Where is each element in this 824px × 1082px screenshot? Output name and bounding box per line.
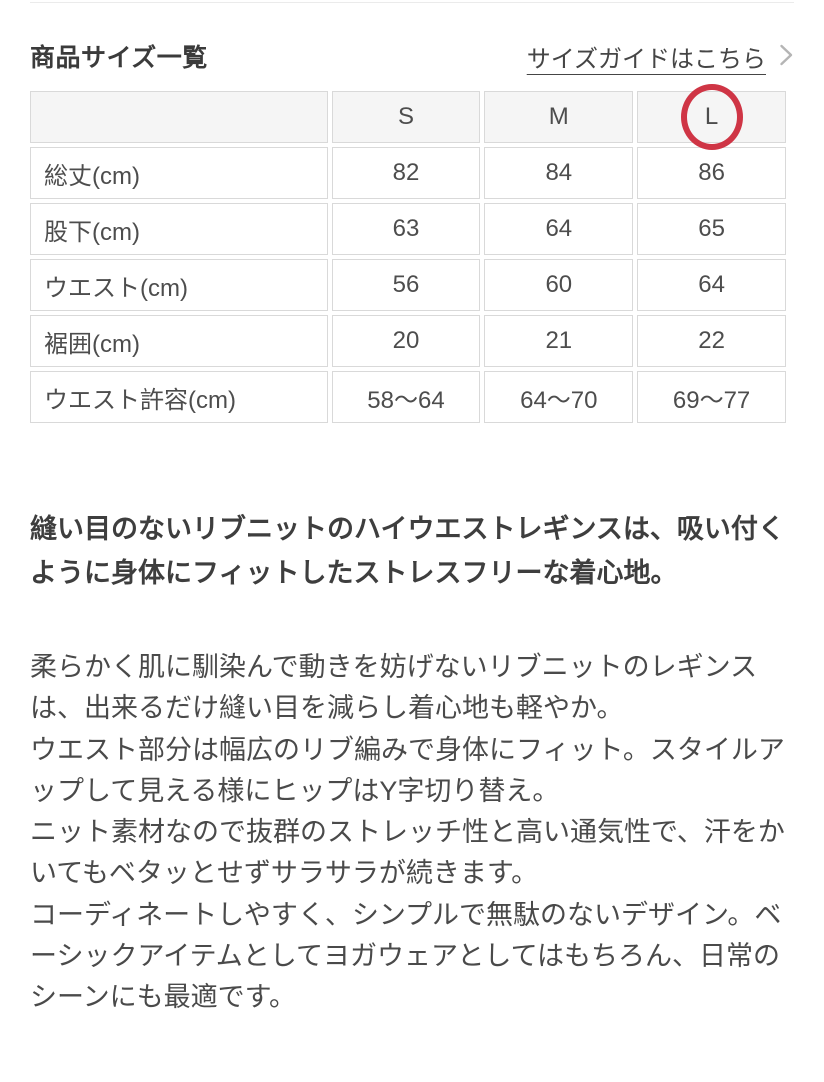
size-value-cell: 84 xyxy=(484,147,634,199)
size-guide-link-label: サイズガイドはこちら xyxy=(526,45,766,73)
description-paragraph: 柔らかく肌に馴染んで動きを妨げないリブニットのレギンスは、出来るだけ縫い目を減ら… xyxy=(30,652,758,724)
description-paragraph: コーディネートしやすく、シンプルで無駄のないデザイン。ベーシックアイテムとしてヨ… xyxy=(30,899,782,1013)
description-headline: 縫い目のないリブニットのハイウエストレギンスは、吸い付くように身体にフィットした… xyxy=(30,514,785,588)
column-header-label: L xyxy=(704,103,719,130)
table-row: ウエスト許容(cm) 58〜64 64〜70 69〜77 xyxy=(30,371,786,423)
size-value-cell: 64〜70 xyxy=(484,371,634,423)
size-value-cell: 64 xyxy=(637,259,786,311)
description-paragraph: ウエスト部分は幅広のリブ編みで身体にフィット。スタイルアップして見える様にヒップ… xyxy=(30,734,785,806)
size-value-cell: 64 xyxy=(484,203,634,255)
size-value-cell: 20 xyxy=(331,315,481,367)
size-value-cell: 58〜64 xyxy=(331,371,481,423)
column-header-m: M xyxy=(484,91,634,143)
column-header-label: S xyxy=(397,103,414,130)
size-value-cell: 21 xyxy=(484,315,634,367)
section-header: 商品サイズ一覧 サイズガイドはこちら xyxy=(30,39,794,73)
size-value-cell: 69〜77 xyxy=(637,371,786,423)
table-row: 裾囲(cm) 20 21 22 xyxy=(30,315,786,367)
description-paragraphs: 柔らかく肌に馴染んで動きを妨げないリブニットのレギンスは、出来るだけ縫い目を減ら… xyxy=(30,647,794,1019)
size-table-body: 総丈(cm) 82 84 86 股下(cm) 63 64 65 ウエスト(cm) 56 60 64 裾囲… xyxy=(30,147,786,423)
size-value-cell: 63 xyxy=(331,203,481,255)
size-value-cell: 82 xyxy=(331,147,481,199)
row-label: 総丈(cm) xyxy=(30,147,328,199)
row-label: 裾囲(cm) xyxy=(30,315,328,367)
description-paragraph: ニット素材なので抜群のストレッチ性と高い通気性で、汗をかいてもベタッとせずサラサ… xyxy=(30,817,785,889)
row-label: ウエスト許容(cm) xyxy=(30,371,328,423)
size-guide-link[interactable]: サイズガイドはこちら xyxy=(527,39,794,74)
row-label: 股下(cm) xyxy=(30,203,328,255)
table-row: ウエスト(cm) 56 60 64 xyxy=(30,259,786,311)
column-header-l: L xyxy=(637,84,786,150)
size-value-cell: 86 xyxy=(637,147,786,199)
size-value-cell: 60 xyxy=(484,259,634,311)
size-value-cell: 22 xyxy=(637,315,786,367)
row-label: ウエスト(cm) xyxy=(30,259,328,311)
table-row: 股下(cm) 63 64 65 xyxy=(30,203,786,255)
table-row: 総丈(cm) 82 84 86 xyxy=(30,147,786,199)
page-title: 商品サイズ一覧 xyxy=(30,44,208,72)
column-header-s: S xyxy=(331,91,481,143)
size-value-cell: 65 xyxy=(637,203,786,255)
chevron-right-icon xyxy=(779,43,794,72)
column-header-label: M xyxy=(548,103,569,130)
size-table-corner-cell xyxy=(30,91,328,143)
section-divider xyxy=(30,2,794,3)
size-value-cell: 56 xyxy=(331,259,481,311)
